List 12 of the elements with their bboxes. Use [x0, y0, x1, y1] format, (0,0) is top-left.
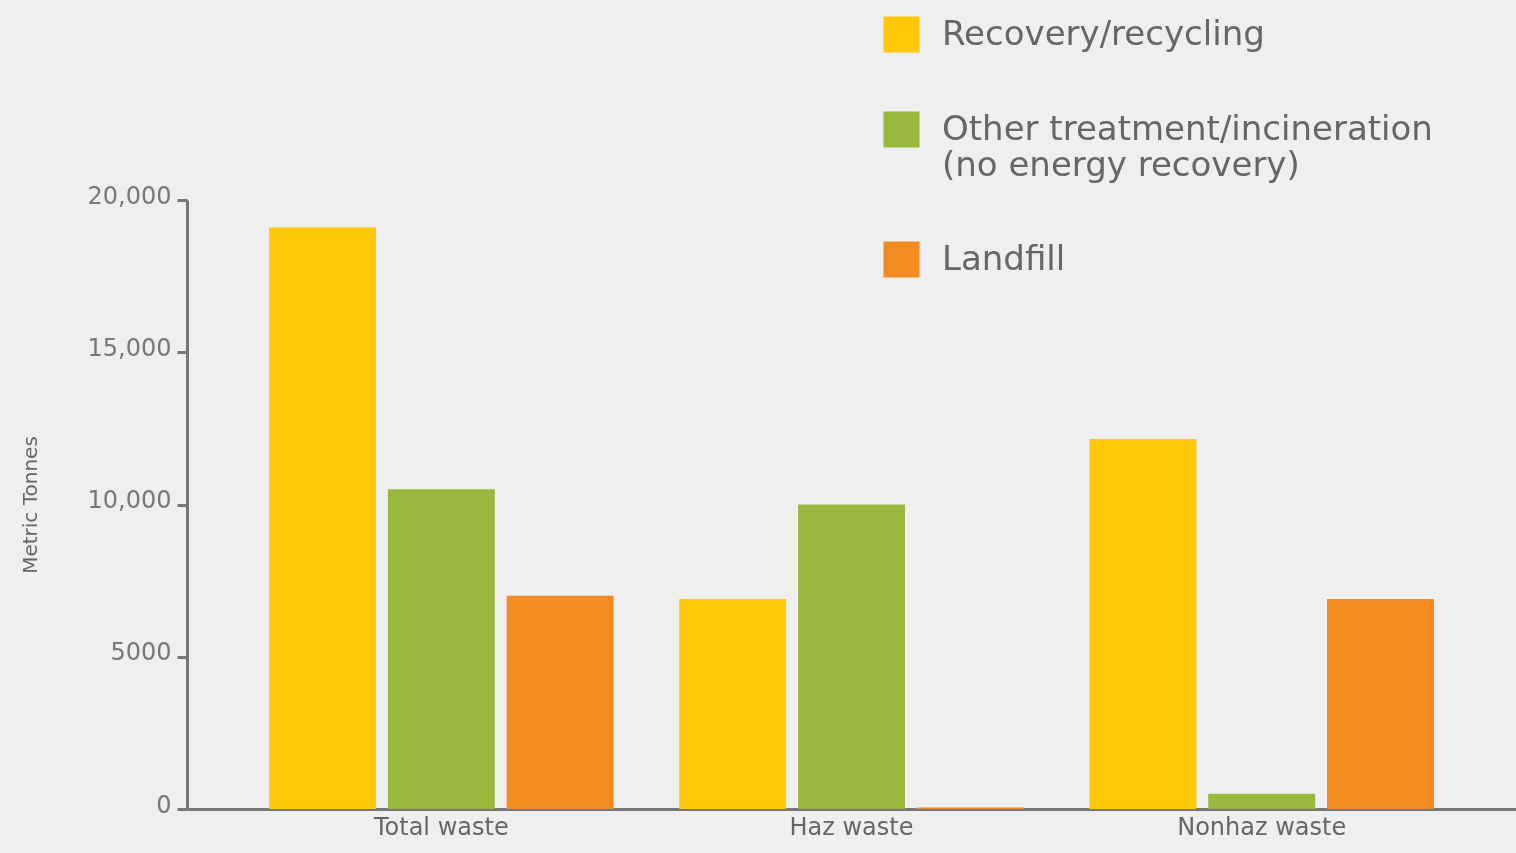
- y-tick-label: 15,000: [87, 333, 172, 362]
- x-tick-label: Total waste: [372, 812, 509, 841]
- y-tick-label: 0: [156, 790, 172, 819]
- legend-label: Recovery/recycling: [942, 12, 1265, 53]
- y-tick-label: 20,000: [87, 181, 172, 210]
- y-tick-label: 5000: [110, 638, 172, 667]
- x-tick-label: Haz waste: [789, 812, 914, 841]
- y-axis-title: Metric Tonnes: [17, 436, 42, 574]
- y-tick-label: 10,000: [87, 486, 172, 514]
- legend-label: Other treatment/incineration (no energy recovery): [942, 107, 1433, 184]
- x-tick-label: Nonhaz waste: [1177, 812, 1347, 841]
- legend-label: Landfill: [942, 237, 1066, 278]
